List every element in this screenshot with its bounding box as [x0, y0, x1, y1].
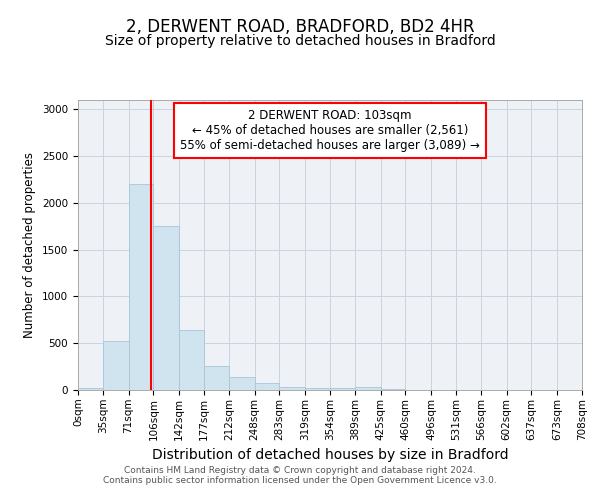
Bar [154, 226, 179, 390]
Bar [355, 387, 380, 390]
Bar [103, 342, 128, 390]
Text: 2 DERWENT ROAD: 103sqm
← 45% of detached houses are smaller (2,561)
55% of semi-: 2 DERWENT ROAD: 103sqm ← 45% of detached… [180, 108, 480, 152]
Bar [179, 330, 204, 390]
Bar [78, 388, 103, 390]
Bar [280, 386, 305, 390]
Bar [204, 366, 229, 390]
Bar [229, 377, 254, 390]
Bar [380, 389, 406, 390]
Bar [128, 184, 154, 390]
Text: Contains HM Land Registry data © Crown copyright and database right 2024.
Contai: Contains HM Land Registry data © Crown c… [103, 466, 497, 485]
Text: 2, DERWENT ROAD, BRADFORD, BD2 4HR: 2, DERWENT ROAD, BRADFORD, BD2 4HR [125, 18, 475, 36]
Bar [254, 384, 280, 390]
Text: Size of property relative to detached houses in Bradford: Size of property relative to detached ho… [104, 34, 496, 48]
Bar [305, 388, 330, 390]
Y-axis label: Number of detached properties: Number of detached properties [23, 152, 37, 338]
X-axis label: Distribution of detached houses by size in Bradford: Distribution of detached houses by size … [152, 448, 508, 462]
Bar [330, 388, 355, 390]
